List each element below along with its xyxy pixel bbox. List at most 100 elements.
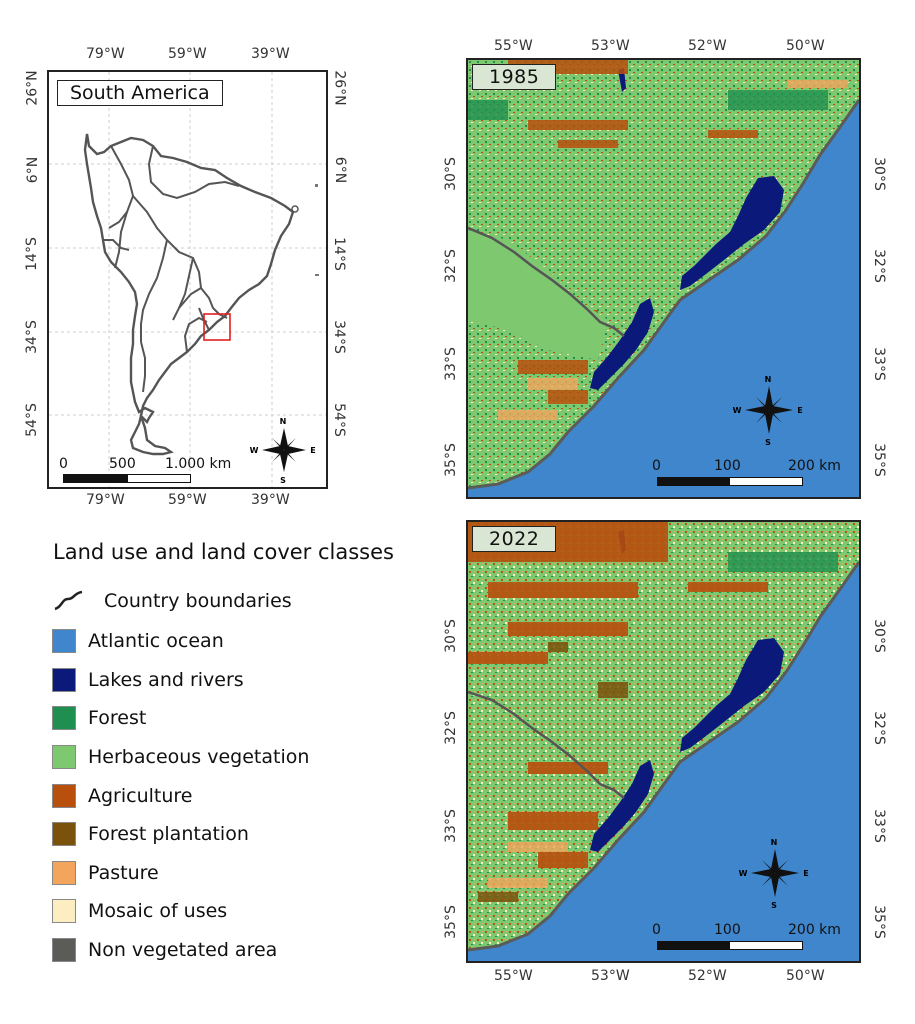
graticule xyxy=(49,72,326,487)
legend-label: Forest plantation xyxy=(88,823,249,845)
land-cover-map-2022: N S E W xyxy=(468,522,859,961)
legend-item-forest: Forest xyxy=(52,706,146,730)
map-2022-lat-tick-right: 32°S xyxy=(870,711,887,745)
overview-lat-tick-right: 34°S xyxy=(330,320,347,354)
map-2022-lat-tick: 32°S xyxy=(442,711,459,745)
map-2022-bottom-tick: 52°W xyxy=(688,968,727,984)
overview-top-tick: 59°W xyxy=(168,46,207,62)
legend-item-pasture: Pasture xyxy=(52,861,159,885)
overview-lat-tick-right: 6°N xyxy=(332,156,349,184)
overview-lat-tick: 14°S xyxy=(23,237,40,271)
land-cover-map-1985: N S E W xyxy=(468,60,859,497)
legend-item-lakes-rivers: Lakes and rivers xyxy=(52,668,244,692)
overview-lat-tick: 34°S xyxy=(23,320,40,354)
compass-s: S xyxy=(771,901,777,910)
legend-label: Herbaceous vegetation xyxy=(88,746,310,768)
scale-bar-white xyxy=(729,477,803,486)
year-label-1985: 1985 xyxy=(472,64,557,90)
scale-label: 100 xyxy=(714,922,741,938)
forest-plantation-patches xyxy=(478,642,628,902)
lagoon-mirim xyxy=(590,760,654,852)
legend-swatch xyxy=(52,629,76,653)
legend-label: Forest xyxy=(88,707,147,729)
overview-map-frame: N S E W South America 0 500 1.000 km xyxy=(47,70,328,489)
map-2022-lat-tick: 30°S xyxy=(442,619,459,653)
south-america-map: N S E W xyxy=(49,72,326,487)
overview-lat-tick: 26°N xyxy=(24,70,41,106)
compass-n: N xyxy=(771,838,778,847)
map-2022-frame: N S E W 2022 0 100 200 km xyxy=(466,520,861,963)
legend-item-herbaceous: Herbaceous vegetation xyxy=(52,745,309,769)
map-2022-lat-tick-right: 33°S xyxy=(870,809,887,843)
scale-bar-black xyxy=(657,941,731,950)
compass-n: N xyxy=(280,417,287,426)
map-1985-top-tick: 50°W xyxy=(786,38,825,54)
atlantic-ocean xyxy=(468,100,859,497)
map-1985-top-tick: 52°W xyxy=(688,38,727,54)
boundary-line-icon xyxy=(54,590,83,611)
overview-lat-tick: 54°S xyxy=(23,403,40,437)
overview-bottom-tick: 39°W xyxy=(251,492,290,508)
overview-lat-tick-right: 54°S xyxy=(330,403,347,437)
map-1985-lat-tick-right: 32°S xyxy=(870,249,887,283)
legend-swatch xyxy=(52,745,76,769)
overview-bottom-tick: 59°W xyxy=(168,492,207,508)
compass-w: W xyxy=(739,869,748,878)
legend-label: Non vegetated area xyxy=(88,939,278,961)
country-boundary-line xyxy=(468,226,625,337)
map-2022-bottom-tick: 55°W xyxy=(494,968,533,984)
legend-label: Agriculture xyxy=(88,785,193,807)
legend-item-non-vegetated: Non vegetated area xyxy=(52,938,277,962)
legend-item-country-boundaries: Country boundaries xyxy=(52,589,292,613)
legend-swatch xyxy=(52,784,76,808)
map-1985-lat-tick: 32°S xyxy=(442,249,459,283)
lagoon-patos xyxy=(680,638,784,752)
legend-swatch xyxy=(52,899,76,923)
map-2022-lat-tick: 35°S xyxy=(442,905,459,939)
scale-label: 0 xyxy=(652,922,661,938)
legend-swatch xyxy=(52,668,76,692)
scale-label: 0 xyxy=(652,458,661,474)
scale-label: 100 xyxy=(714,458,741,474)
map-2022-bottom-tick: 50°W xyxy=(786,968,825,984)
scale-bar-black xyxy=(657,477,731,486)
scale-bar-white xyxy=(729,941,803,950)
map-1985-lat-tick: 35°S xyxy=(442,443,459,477)
compass-e: E xyxy=(803,869,808,878)
map-2022-lat-tick: 33°S xyxy=(442,809,459,843)
scale-label: 1.000 km xyxy=(165,456,232,472)
lagoon-mirim xyxy=(590,298,654,390)
overview-lat-tick: 6°N xyxy=(25,156,42,184)
compass-s: S xyxy=(765,438,771,447)
scale-label: 200 km xyxy=(788,458,841,474)
compass-w: W xyxy=(733,406,742,415)
legend-label: Country boundaries xyxy=(104,590,292,612)
map-1985-lat-tick: 33°S xyxy=(442,347,459,381)
atlantic-ocean xyxy=(468,562,859,961)
lagoon-patos xyxy=(680,176,784,290)
overview-bottom-tick: 79°W xyxy=(86,492,125,508)
legend-item-mosaic: Mosaic of uses xyxy=(52,899,227,923)
overview-lat-tick-right: 26°N xyxy=(331,70,348,106)
legend-item-forest-plantation: Forest plantation xyxy=(52,822,249,846)
compass-e: E xyxy=(797,406,802,415)
compass-e: E xyxy=(310,446,315,455)
compass-icon: N S E W xyxy=(250,417,316,485)
map-2022-bottom-tick: 53°W xyxy=(591,968,630,984)
map-1985-lat-tick: 30°S xyxy=(442,157,459,191)
country-boundary-line xyxy=(468,690,625,799)
compass-s: S xyxy=(280,476,286,485)
overview-lat-tick-right: 14°S xyxy=(330,237,347,271)
legend-swatch xyxy=(52,938,76,962)
map-1985-top-tick: 55°W xyxy=(494,38,533,54)
legend-label: Atlantic ocean xyxy=(88,630,224,652)
map-2022-lat-tick-right: 35°S xyxy=(870,905,887,939)
continent-outline xyxy=(83,133,295,425)
compass-icon: N S E W xyxy=(739,838,809,910)
map-1985-lat-tick-right: 30°S xyxy=(870,157,887,191)
map-1985-lat-tick-right: 35°S xyxy=(870,443,887,477)
scale-label: 200 km xyxy=(788,922,841,938)
compass-n: N xyxy=(765,375,772,384)
legend-swatch xyxy=(52,861,76,885)
study-area-box xyxy=(203,313,231,341)
